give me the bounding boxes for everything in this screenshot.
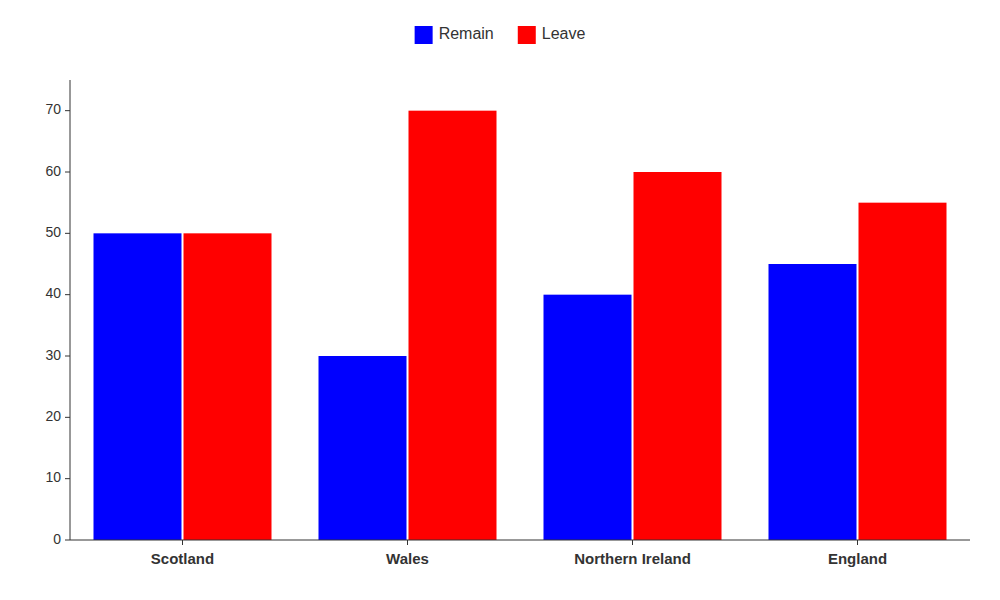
bars — [94, 111, 947, 540]
legend-item: Leave — [518, 25, 586, 44]
legend-label: Remain — [439, 25, 494, 42]
x-axis-line — [70, 540, 970, 541]
bar — [859, 203, 947, 540]
legend-swatch — [518, 26, 536, 44]
legend-swatch — [415, 26, 433, 44]
bar — [94, 233, 182, 540]
y-tick-label: 10 — [45, 469, 61, 485]
x-tick-label: England — [828, 550, 887, 567]
chart: 0 10 20 30 40 50 60 70 Scotland Wales Northern Ire… — [0, 0, 1000, 600]
x-tick-label: Scotland — [151, 550, 214, 567]
x-tick — [407, 540, 408, 545]
y-tick — [65, 417, 70, 418]
x-tick — [632, 540, 633, 545]
y-tick — [65, 172, 70, 173]
y-tick-label: 70 — [45, 101, 61, 117]
bar — [184, 233, 272, 540]
y-tick — [65, 540, 70, 541]
axes: 0 10 20 30 40 50 60 70 Scotland Wales Northern Ire… — [45, 80, 970, 567]
y-tick — [65, 233, 70, 234]
y-tick-label: 60 — [45, 163, 61, 179]
y-tick-label: 50 — [45, 224, 61, 240]
y-tick — [65, 110, 70, 111]
bar — [319, 356, 407, 540]
bar — [634, 172, 722, 540]
x-tick — [857, 540, 858, 545]
legend: Remain Leave — [415, 25, 586, 44]
x-tick-label: Wales — [386, 550, 429, 567]
y-tick-label: 20 — [45, 408, 61, 424]
x-tick-label: Northern Ireland — [574, 550, 691, 567]
y-tick-label: 30 — [45, 347, 61, 363]
legend-label: Leave — [542, 25, 586, 42]
legend-item: Remain — [415, 25, 494, 44]
y-tick-label: 40 — [45, 285, 61, 301]
bar — [544, 295, 632, 540]
y-tick — [65, 294, 70, 295]
x-tick — [182, 540, 183, 545]
y-tick — [65, 356, 70, 357]
bar — [409, 111, 497, 540]
bar — [769, 264, 857, 540]
y-tick — [65, 478, 70, 479]
y-tick-label: 0 — [53, 531, 61, 547]
y-axis-line — [70, 80, 71, 540]
